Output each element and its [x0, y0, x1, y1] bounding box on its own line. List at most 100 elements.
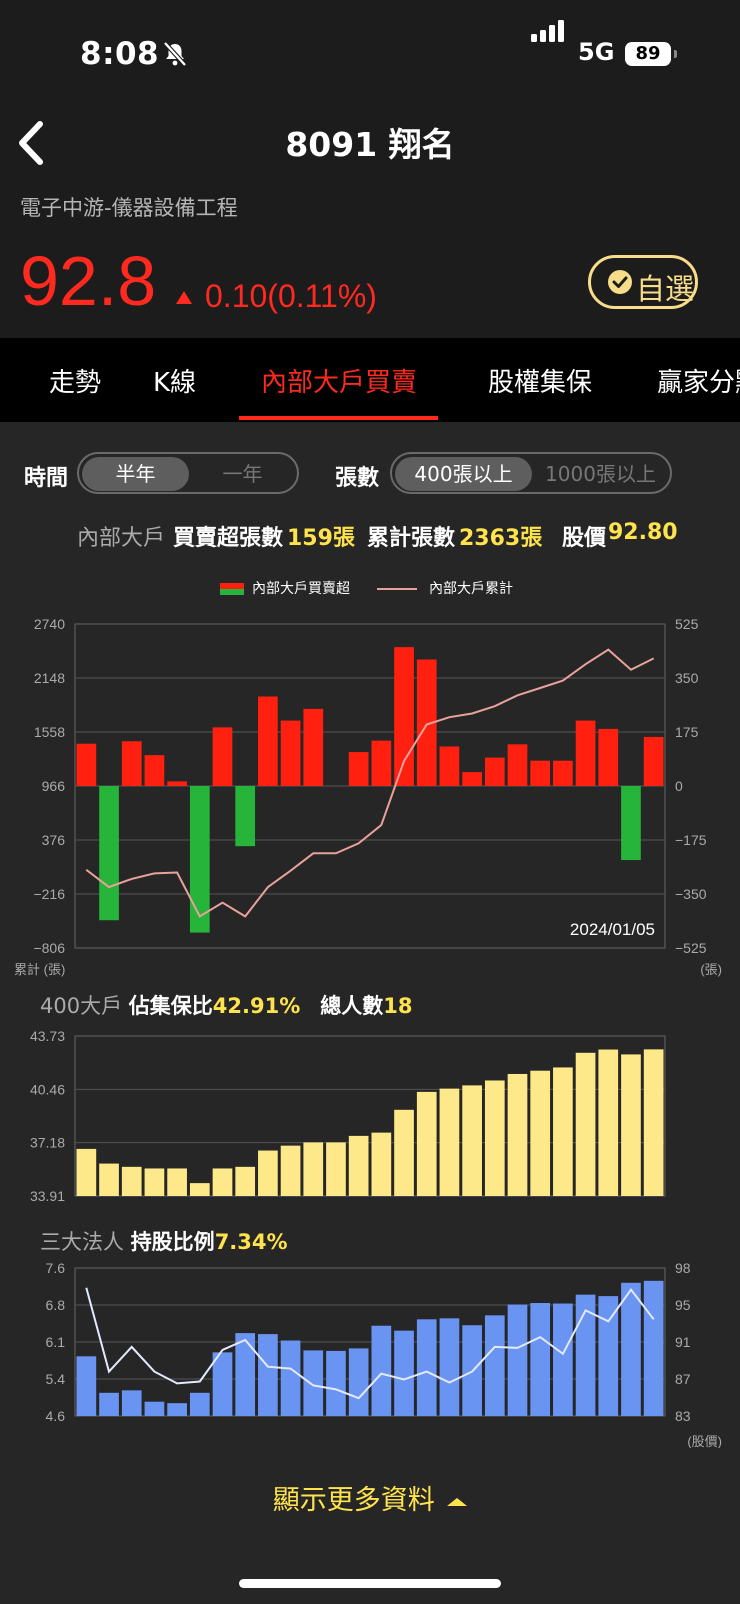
summary-price-value: 92.80 — [608, 520, 678, 545]
ratio-bar — [167, 1168, 187, 1196]
ratio-bar — [212, 1168, 233, 1196]
silent-bell-icon — [163, 41, 187, 67]
chart-date-label: 2024/01/05 — [570, 920, 655, 939]
net-bar — [462, 772, 482, 786]
ratio-bar — [280, 1145, 301, 1196]
up-triangle-icon — [176, 291, 192, 304]
legend-cum-label: 內部大戶累計 — [429, 581, 513, 597]
ratio-bar — [76, 1148, 97, 1196]
current-price: 92.8 — [20, 242, 157, 320]
left-tick-label: 5.4 — [46, 1371, 66, 1387]
header-area: 8:08 5G 89 8091 翔名 電子中游-儀器設備工程 92.8 0.10… — [0, 0, 740, 338]
ratio-bar — [394, 1109, 414, 1196]
holding-bar — [99, 1392, 119, 1416]
chart2-count-label: 總人數 — [320, 994, 384, 1018]
back-chevron-icon[interactable] — [14, 118, 54, 168]
tab-shareholding[interactable]: 股權集保 — [488, 368, 593, 398]
left-tick-label: 7.6 — [46, 1260, 66, 1276]
left-tick-label: 40.46 — [30, 1081, 65, 1097]
ratio-bar — [99, 1163, 119, 1196]
ratio-bar — [643, 1049, 664, 1196]
legend-net-swatch — [220, 583, 244, 595]
holding-bar — [212, 1352, 233, 1416]
net-bar — [144, 755, 165, 786]
right-tick-label: 95 — [675, 1297, 691, 1313]
battery-icon: 89 — [625, 42, 677, 66]
show-more-button[interactable]: 顯示更多資料 — [0, 1478, 740, 1517]
holding-bar — [484, 1315, 505, 1416]
lots-filter-label: 張數 — [335, 466, 380, 491]
ratio-bar — [326, 1142, 346, 1196]
right-tick-label: 87 — [675, 1371, 691, 1387]
holding-bar — [76, 1356, 97, 1416]
summary-row: 內部大戶 買賣超張數 159張 累計張數 2363張 股價 92.80 — [0, 520, 740, 551]
tab-winner-brokers[interactable]: 贏家分點 — [657, 368, 740, 398]
net-bar — [189, 786, 210, 933]
right-tick-label: 350 — [675, 670, 699, 686]
tab-kline[interactable]: K線 — [153, 368, 197, 398]
net-bar — [575, 720, 596, 786]
ratio-bar — [371, 1132, 392, 1196]
holding-bar — [643, 1280, 664, 1416]
insider-net-chart: 2740 2148 1558 966 376 −216 −806 525 350 175 0 −175… — [14, 616, 722, 977]
summary-cum-label: 累計張數 — [367, 526, 456, 551]
lots-option-400[interactable]: 400張以上 — [395, 457, 532, 491]
holding-bar — [507, 1304, 528, 1416]
ratio-bar — [462, 1085, 482, 1196]
time-filter-label: 時間 — [24, 466, 69, 491]
cumulative-line — [85, 648, 655, 918]
time-option-half-year[interactable]: 半年 — [82, 457, 189, 491]
watchlist-button[interactable]: 自選 — [588, 255, 698, 309]
right-axis-label: (張) — [700, 962, 722, 977]
net-bar — [235, 786, 256, 847]
net-bar — [303, 708, 324, 786]
ratio-bar — [416, 1091, 437, 1196]
tab-insider-trading[interactable]: 內部大戶買賣 — [261, 368, 418, 398]
chart2-count-value: 18 — [383, 994, 413, 1018]
net-bar — [416, 659, 437, 786]
holding-bar — [326, 1350, 346, 1416]
left-tick-label: 4.6 — [46, 1408, 66, 1424]
ratio-bar — [484, 1080, 505, 1196]
network-type: 5G — [578, 38, 615, 66]
right-axis-label: (股價) — [687, 1434, 722, 1448]
ratio-bar — [621, 1054, 641, 1196]
holding-bar — [394, 1330, 414, 1416]
ratio-bar — [598, 1049, 619, 1196]
holding-bar — [598, 1296, 619, 1416]
left-tick-label: 37.18 — [30, 1135, 65, 1151]
chart1-legend: 內部大戶買賣超 內部大戶累計 — [0, 578, 740, 598]
chart3-holding-value: 7.34% — [214, 1230, 288, 1254]
left-tick-label: 6.1 — [46, 1334, 66, 1350]
right-tick-label: −175 — [675, 832, 707, 848]
net-bar — [643, 736, 664, 786]
institutional-holding-chart: 7.6 6.8 6.1 5.4 4.6 98 95 91 87 83 (股價) — [46, 1260, 722, 1448]
summary-price-label: 股價 — [562, 526, 607, 551]
holding-bar — [439, 1318, 460, 1416]
stock-price-line — [85, 1287, 655, 1400]
summary-insider-label: 內部大戶 — [77, 526, 166, 551]
ratio-bar — [144, 1168, 165, 1196]
net-bar — [212, 727, 233, 786]
left-tick-label: 6.8 — [46, 1297, 66, 1313]
holding-bar — [371, 1325, 392, 1416]
check-circle-icon — [608, 270, 632, 294]
lots-segmented-control: 400張以上 1000張以上 — [390, 452, 672, 494]
lots-option-1000[interactable]: 1000張以上 — [545, 462, 656, 486]
tab-trend[interactable]: 走勢 — [49, 368, 102, 398]
net-bar — [371, 740, 392, 786]
net-bar — [394, 647, 414, 786]
net-bar — [484, 757, 505, 786]
active-tab-indicator — [239, 416, 438, 420]
ratio-bar — [530, 1070, 551, 1196]
time-segmented-control: 半年 一年 — [77, 452, 299, 494]
net-bar — [76, 743, 97, 786]
industry-category: 電子中游-儀器設備工程 — [20, 196, 238, 220]
holding-bar — [621, 1282, 641, 1416]
left-tick-label: 2148 — [34, 670, 65, 686]
ratio-bar — [235, 1166, 256, 1196]
home-indicator — [239, 1579, 501, 1588]
time-option-one-year[interactable]: 一年 — [222, 462, 263, 486]
summary-net-label: 買賣超張數 — [173, 526, 284, 551]
left-tick-label: 1558 — [34, 724, 65, 740]
